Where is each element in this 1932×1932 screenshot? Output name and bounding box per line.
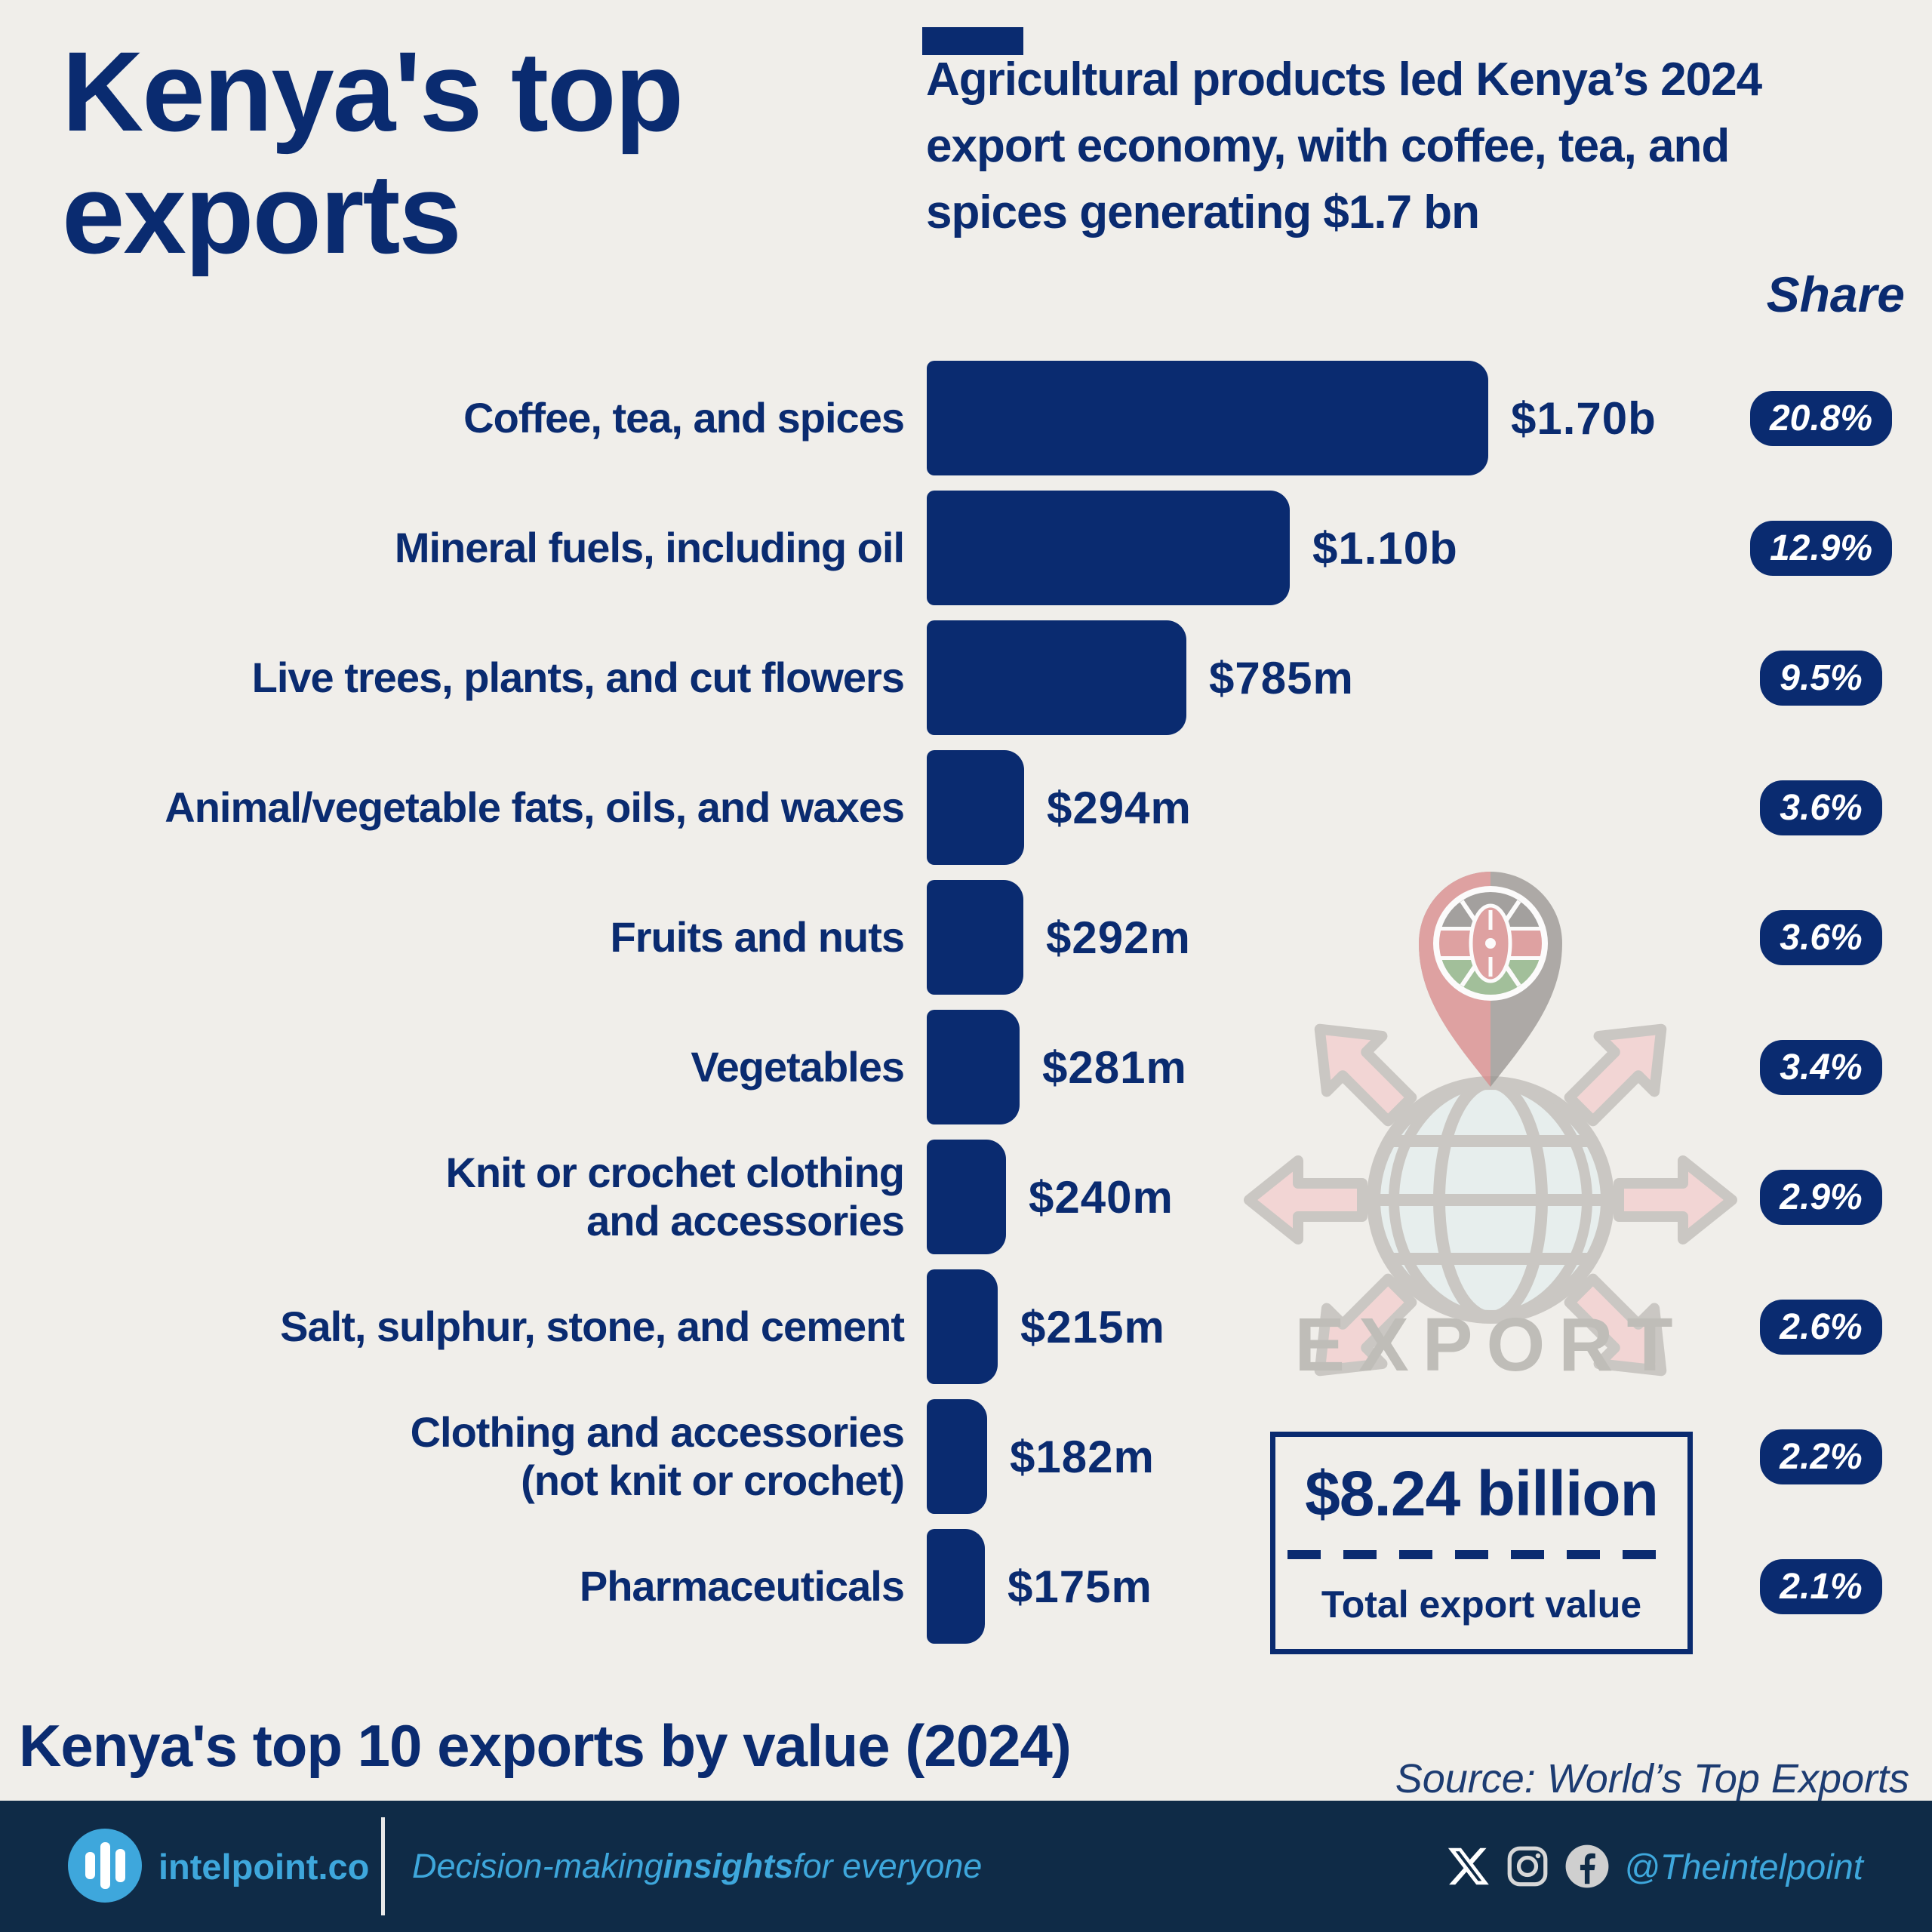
category-label: Fruits and nuts: [610, 913, 905, 961]
bar: [927, 361, 1488, 475]
table-row: Knit or crochet clothing and accessories $…: [0, 1140, 1932, 1269]
subtitle-line1: Agricultural products led Kenya’s 2024: [926, 54, 1762, 106]
bar: [927, 1010, 1020, 1124]
table-row: Live trees, plants, and cut flowers $785m…: [0, 620, 1932, 750]
share-badge: 3.6%: [1760, 780, 1882, 835]
facebook-icon: [1564, 1801, 1611, 1932]
value-label: $175m: [1008, 1561, 1152, 1612]
social-handle: @Theintelpoint: [1624, 1846, 1863, 1887]
footer-bar: intelpoint.co Decision-making insights f…: [0, 1801, 1932, 1932]
category-label: Coffee, tea, and spices: [463, 394, 905, 441]
bar-chart-icon: [85, 1852, 95, 1879]
category-label: Vegetables: [691, 1043, 905, 1091]
bar: [927, 1399, 987, 1514]
table-row: Pharmaceuticals $175m 2.1%: [0, 1529, 1932, 1659]
share-badge: 2.9%: [1760, 1169, 1882, 1225]
subtitle-line3: spices generating $1.7 bn: [926, 186, 1480, 238]
bar: [927, 1269, 998, 1384]
page-title: Kenya's top exports: [62, 28, 684, 277]
table-row: Vegetables $281m 3.4%: [0, 1010, 1932, 1140]
share-badge-cell: 20.8%: [1740, 361, 1902, 475]
bar: [927, 491, 1290, 605]
value-label: $215m: [1020, 1301, 1165, 1352]
value-label: $785m: [1209, 652, 1354, 703]
value-label: $292m: [1046, 912, 1191, 963]
dashed-divider: [1287, 1550, 1675, 1559]
subtitle-marker-bar: [922, 27, 1023, 55]
share-badge-cell: 3.4%: [1740, 1010, 1902, 1124]
page-title-line1: Kenya's top: [62, 28, 684, 155]
export-watermark-graphic: EXPORT: [1244, 872, 1737, 1387]
share-badge: 3.6%: [1760, 909, 1882, 965]
table-row: Salt, sulphur, stone, and cement $215m 2.6…: [0, 1269, 1932, 1399]
instagram-icon: [1505, 1801, 1550, 1932]
page-title-line2: exports: [62, 150, 462, 277]
share-badge-cell: 2.1%: [1740, 1529, 1902, 1644]
subtitle: Agricultural products led Kenya’s 2024 e…: [926, 47, 1762, 246]
kenya-pin-icon: [1419, 872, 1562, 1087]
table-row: Animal/vegetable fats, oils, and waxes $2…: [0, 750, 1932, 880]
bar: [927, 880, 1023, 995]
bar: [927, 1140, 1006, 1254]
globe-arrows-icon: EXPORT: [1244, 1023, 1737, 1387]
table-row: Mineral fuels, including oil $1.10b 12.9%: [0, 491, 1932, 620]
table-row: Coffee, tea, and spices $1.70b 20.8%: [0, 361, 1932, 491]
share-badge-cell: 3.6%: [1740, 750, 1902, 865]
bar: [927, 1529, 985, 1644]
share-badge-cell: 12.9%: [1740, 491, 1902, 605]
export-watermark-label: EXPORT: [1294, 1303, 1686, 1387]
share-badge: 9.5%: [1760, 650, 1882, 706]
bar: [927, 620, 1186, 735]
source-credit: Source: World’s Top Exports: [1395, 1756, 1909, 1801]
footer-divider: [381, 1817, 385, 1915]
value-label: $294m: [1047, 782, 1192, 833]
brand-name: intelpoint.co: [158, 1846, 370, 1887]
total-export-label: Total export value: [1321, 1583, 1642, 1626]
footer-tagline: Decision-making insights for everyone: [412, 1847, 983, 1885]
share-badge: 20.8%: [1749, 390, 1893, 446]
total-export-value: $8.24 billion: [1305, 1457, 1659, 1529]
bar: [927, 750, 1024, 865]
total-export-box: $8.24 billion Total export value: [1270, 1432, 1693, 1654]
share-badge: 2.2%: [1760, 1429, 1882, 1484]
share-badge-cell: 9.5%: [1740, 620, 1902, 735]
category-label: Salt, sulphur, stone, and cement: [280, 1303, 905, 1350]
value-label: $240m: [1029, 1171, 1174, 1223]
value-label: $1.70b: [1511, 392, 1657, 444]
category-label: Animal/vegetable fats, oils, and waxes: [165, 783, 905, 831]
table-row: Clothing and accessories (not knit or cro…: [0, 1399, 1932, 1529]
share-badge: 2.1%: [1760, 1558, 1882, 1614]
share-badge-cell: 2.6%: [1740, 1269, 1902, 1384]
share-badge-cell: 3.6%: [1740, 880, 1902, 995]
share-badge: 3.4%: [1760, 1039, 1882, 1095]
bar-chart: Coffee, tea, and spices $1.70b 20.8% Minera…: [0, 361, 1932, 1659]
share-badge-cell: 2.2%: [1740, 1399, 1902, 1514]
x-icon: [1447, 1801, 1490, 1932]
share-badge-cell: 2.9%: [1740, 1140, 1902, 1254]
category-label: Mineral fuels, including oil: [394, 524, 905, 571]
share-column-header: Share: [1766, 266, 1905, 322]
table-row: Fruits and nuts $292m 3.6%: [0, 880, 1932, 1010]
category-label: Clothing and accessories (not knit or cro…: [410, 1408, 905, 1504]
chart-title: Kenya's top 10 exports by value (2024): [19, 1712, 1072, 1779]
value-label: $1.10b: [1312, 522, 1458, 574]
share-badge: 2.6%: [1760, 1299, 1882, 1355]
subtitle-line2: export economy, with coffee, tea, and: [926, 120, 1730, 172]
value-label: $182m: [1010, 1431, 1155, 1482]
value-label: $281m: [1042, 1041, 1187, 1093]
intelpoint-logo: [68, 1829, 142, 1903]
category-label: Knit or crochet clothing and accessories: [445, 1149, 905, 1244]
category-label: Live trees, plants, and cut flowers: [251, 654, 905, 701]
share-badge: 12.9%: [1749, 520, 1893, 576]
category-label: Pharmaceuticals: [579, 1562, 905, 1610]
